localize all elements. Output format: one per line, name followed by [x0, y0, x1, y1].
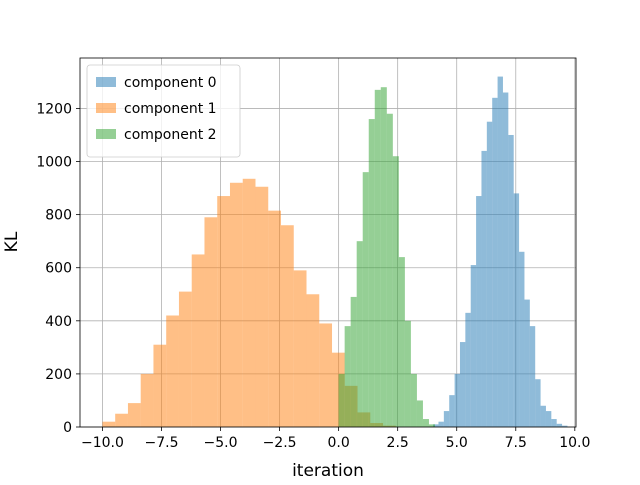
series-0-bar-20 — [540, 405, 546, 427]
legend-box — [86, 64, 241, 158]
series-1-bar-7 — [191, 254, 205, 427]
x-tick-label-7: 7.5 — [505, 435, 527, 451]
series-2-bar-7 — [380, 87, 387, 427]
series-2-bar-2 — [350, 296, 357, 427]
series-2-bar-11 — [404, 320, 411, 427]
series-2-bar-4 — [362, 172, 369, 427]
x-tick-label-4: 0.0 — [327, 435, 349, 451]
series-0-bar-3 — [449, 395, 455, 427]
y-tick-label-0: 0 — [63, 420, 72, 436]
series-1-bar-16 — [306, 294, 320, 427]
series-0-bar-18 — [529, 326, 536, 427]
series-1-bar-10 — [229, 182, 243, 427]
y-tick-label-6: 1200 — [36, 101, 72, 117]
series-0-bar-8 — [476, 196, 482, 427]
series-0-bar-16 — [519, 251, 525, 427]
legend: component 0 component 1 component 2 — [86, 64, 241, 158]
x-tick-label-5: 2.5 — [387, 435, 409, 451]
series-1-bar-0 — [102, 421, 116, 427]
series-0-bar-14 — [508, 134, 514, 428]
series-2-bar-13 — [416, 400, 423, 427]
x-axis-label: iteration — [292, 461, 364, 480]
legend-label-1: component 1 — [124, 101, 217, 117]
series-0-bar-4 — [454, 373, 460, 427]
legend-swatch-2 — [96, 129, 116, 139]
series-1-bar-3 — [140, 373, 154, 427]
series-0-bars — [433, 76, 568, 428]
series-0-bar-17 — [524, 299, 530, 427]
series-2-bar-6 — [374, 89, 381, 428]
series-0-bar-24 — [562, 425, 568, 427]
y-tick-label-1: 200 — [45, 367, 72, 383]
y-axis-label: KL — [2, 231, 22, 252]
series-2-bar-3 — [356, 241, 363, 427]
series-2-bar-8 — [386, 113, 393, 427]
series-0-bar-22 — [551, 419, 557, 427]
series-2-bar-12 — [410, 373, 417, 427]
y-tick-label-4: 800 — [45, 208, 72, 224]
series-1-bar-5 — [166, 315, 179, 427]
legend-swatch-0 — [96, 77, 116, 87]
series-0-bar-19 — [535, 379, 541, 427]
series-0-bar-9 — [481, 150, 487, 427]
x-tick-label-6: 5.0 — [446, 435, 468, 451]
series-1-bar-13 — [268, 210, 281, 427]
series-1-bar-11 — [242, 178, 256, 427]
series-1-bars — [102, 178, 396, 427]
x-tick-label-8: 10.0 — [559, 435, 590, 451]
series-2-bar-15 — [428, 424, 435, 427]
series-1-bar-14 — [280, 225, 294, 427]
series-1-bar-8 — [204, 217, 218, 427]
series-0-bar-10 — [486, 121, 493, 428]
axes: −10.0 −7.5 −5.0 −2.5 0.0 2.5 5.0 7.5 10.0 0 200 400… — [36, 57, 590, 451]
y-tick-label-3: 600 — [45, 261, 72, 277]
series-2-bars — [338, 87, 435, 428]
series-0-bar-12 — [497, 76, 503, 427]
series-1-bar-4 — [153, 344, 167, 427]
series-1-bar-15 — [293, 270, 307, 427]
series-0-bar-0 — [433, 424, 439, 427]
series-2-bar-9 — [392, 156, 399, 427]
legend-label-0: component 0 — [124, 75, 217, 91]
series-0-bar-15 — [513, 193, 520, 427]
series-2-bar-5 — [368, 119, 375, 427]
series-1-bar-12 — [255, 186, 269, 427]
series-2-bar-10 — [398, 257, 405, 427]
histogram-bars — [102, 76, 568, 428]
series-0-bar-23 — [556, 423, 563, 427]
y-tick-label-5: 1000 — [36, 155, 72, 171]
series-1-bar-6 — [178, 291, 192, 427]
series-0-bar-2 — [443, 411, 450, 427]
legend-label-2: component 2 — [124, 127, 217, 143]
series-1-bar-9 — [217, 196, 230, 427]
series-0-bar-1 — [438, 421, 444, 427]
series-0-bar-11 — [492, 97, 498, 428]
series-0-bar-21 — [545, 411, 552, 427]
series-2-bar-0 — [338, 373, 345, 427]
series-1-bar-2 — [127, 403, 141, 427]
series-2-bar-14 — [422, 419, 429, 427]
plot-frame — [79, 57, 577, 428]
x-tick-label-0: −10.0 — [81, 435, 124, 451]
series-0-bar-7 — [470, 265, 477, 427]
series-1-bar-17 — [319, 323, 333, 427]
x-tick-label-1: −7.5 — [144, 435, 178, 451]
y-tick-label-2: 400 — [45, 314, 72, 330]
series-0-bar-5 — [459, 342, 466, 427]
series-1-bar-1 — [115, 413, 128, 427]
series-0-bar-6 — [465, 312, 471, 427]
x-tick-label-2: −5.0 — [204, 435, 238, 451]
legend-swatch-1 — [96, 103, 116, 113]
series-0-bar-13 — [502, 92, 509, 427]
x-tick-label-3: −2.5 — [263, 435, 297, 451]
series-2-bar-1 — [344, 326, 351, 427]
